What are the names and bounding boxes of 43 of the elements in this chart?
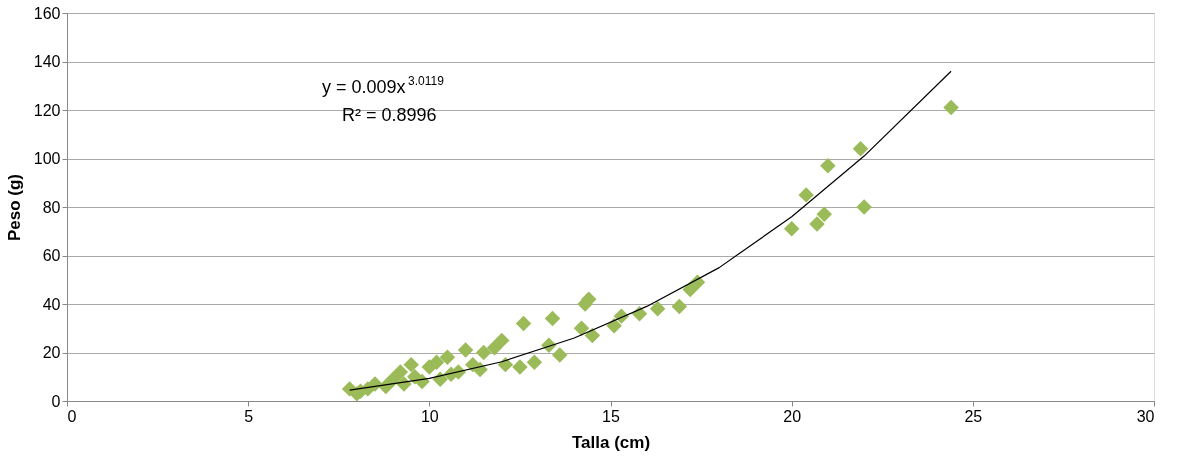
point <box>439 349 456 366</box>
x-tick-label: 0 <box>67 407 77 425</box>
point <box>512 359 528 375</box>
y-tick-label: 120 <box>33 101 61 119</box>
y-tick-label: 80 <box>42 198 61 216</box>
annotation: R² = 0.8996 <box>342 105 437 125</box>
point <box>809 216 825 232</box>
point <box>649 301 666 317</box>
x-tick-label: 10 <box>420 407 439 425</box>
point <box>783 221 800 237</box>
y-axis-title: Peso (g) <box>4 173 24 242</box>
y-tick-label: 100 <box>33 150 61 167</box>
y-tick-label: 40 <box>42 295 61 313</box>
point <box>856 199 872 215</box>
x-tick-label: 15 <box>602 407 620 425</box>
point <box>515 315 532 332</box>
point <box>526 354 543 370</box>
point <box>544 310 561 327</box>
point <box>943 99 959 116</box>
point <box>475 344 492 361</box>
x-tick-label: 30 <box>1136 407 1155 425</box>
y-tick-label: 140 <box>33 53 61 70</box>
x-tick-label: 20 <box>783 407 802 425</box>
point <box>798 187 814 203</box>
point <box>852 141 869 157</box>
point <box>552 347 568 363</box>
y-tick-label: 0 <box>51 392 61 410</box>
x-tick-label: 5 <box>244 407 254 425</box>
point <box>392 364 409 380</box>
point <box>606 318 622 334</box>
x-axis-title: Talla (cm) <box>571 432 651 452</box>
point <box>457 342 474 358</box>
x-tick-label: 25 <box>964 407 983 425</box>
y-tick-label: 60 <box>42 247 61 264</box>
point <box>816 206 833 223</box>
point <box>573 320 590 336</box>
point <box>820 158 836 174</box>
y-tick-label: 160 <box>33 4 61 22</box>
point <box>428 354 445 370</box>
point <box>494 332 510 349</box>
y-tick-label: 20 <box>42 344 61 361</box>
point <box>671 298 688 315</box>
point <box>403 356 419 373</box>
